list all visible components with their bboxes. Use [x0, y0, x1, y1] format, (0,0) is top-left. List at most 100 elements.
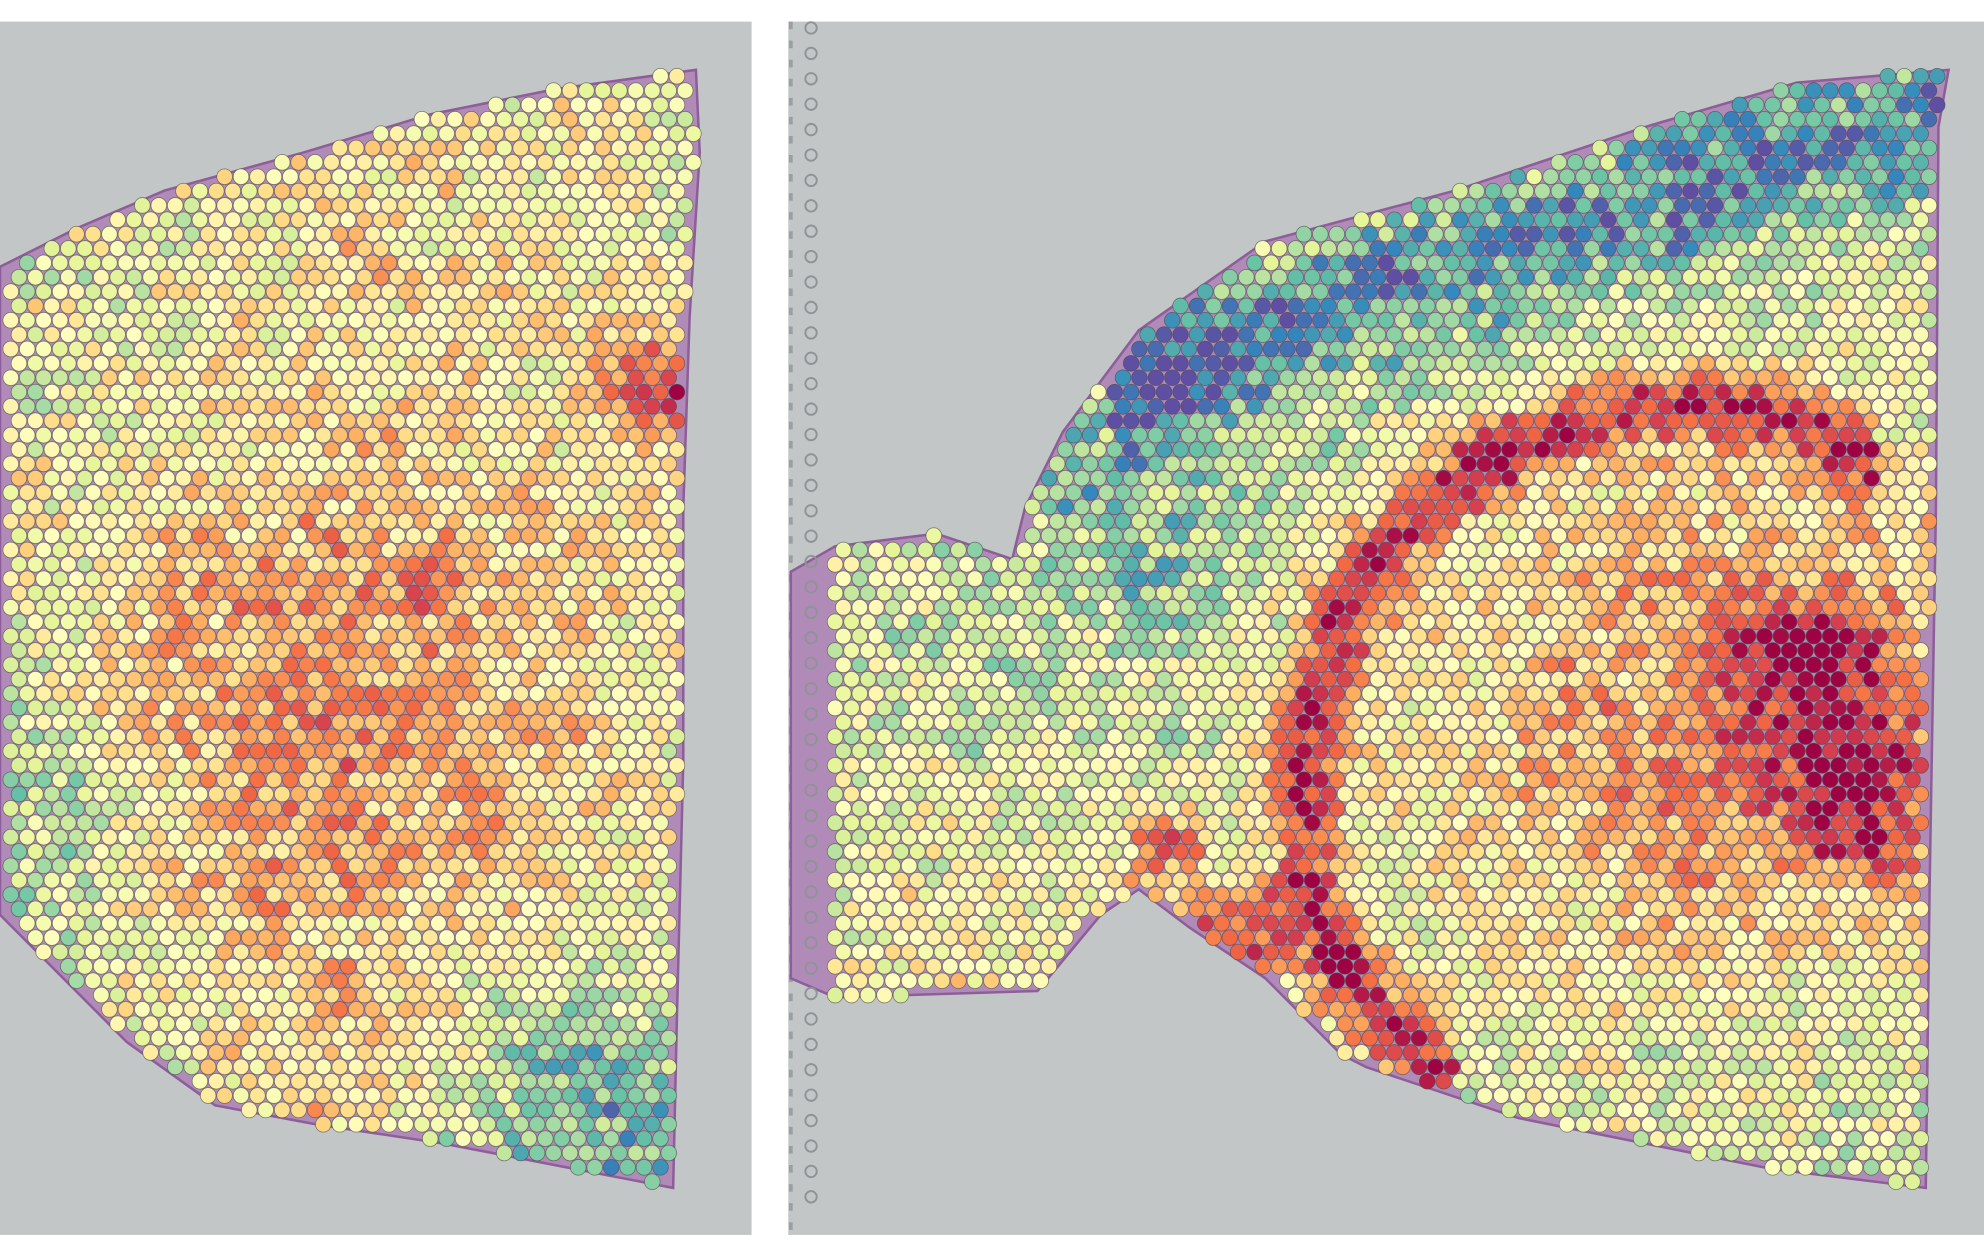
spot [1287, 441, 1304, 458]
spot [10, 843, 28, 860]
spot [1073, 642, 1091, 659]
spot [1032, 714, 1049, 731]
spot [1164, 714, 1181, 731]
spot [1427, 369, 1444, 386]
spot [1476, 426, 1494, 444]
spot [586, 1130, 603, 1147]
spot [660, 915, 677, 932]
spot [1887, 455, 1905, 473]
spot [1632, 670, 1650, 688]
spot [1188, 613, 1206, 631]
spot [594, 225, 612, 243]
spot [1229, 455, 1247, 473]
spot [586, 1159, 603, 1176]
spot [512, 570, 529, 587]
spot [1419, 297, 1436, 315]
spot [1830, 498, 1847, 516]
spot [586, 613, 603, 631]
spot [1435, 326, 1452, 343]
spot [323, 412, 340, 430]
spot [1731, 613, 1749, 631]
spot [364, 828, 381, 846]
spot [1172, 412, 1189, 430]
spot [1575, 484, 1592, 501]
spot [315, 1116, 332, 1133]
spot [545, 972, 562, 989]
spot [405, 670, 422, 688]
spot [216, 742, 233, 760]
spot [1665, 670, 1683, 688]
spot [1312, 398, 1329, 415]
spot [109, 728, 126, 745]
spot [290, 441, 307, 458]
spot [520, 1130, 538, 1147]
spot [372, 498, 390, 516]
spot [561, 254, 579, 272]
spot [109, 556, 126, 573]
spot [528, 714, 546, 731]
spot [1896, 326, 1913, 343]
spot [537, 1044, 554, 1061]
spot [51, 369, 69, 386]
spot [835, 714, 852, 731]
spot [561, 369, 579, 386]
spot [167, 225, 184, 243]
spot [249, 455, 266, 473]
spot [1797, 613, 1814, 631]
spot [512, 340, 529, 358]
spot [446, 656, 464, 674]
spot [290, 383, 307, 401]
spot [10, 785, 28, 803]
spot [208, 757, 225, 774]
spot [1641, 254, 1658, 272]
spot [1649, 326, 1666, 343]
spot [1484, 527, 1502, 544]
spot [1887, 139, 1905, 157]
spot [241, 469, 258, 487]
spot [199, 254, 217, 272]
spot [660, 340, 677, 358]
spot [1451, 326, 1469, 343]
spot [191, 1072, 209, 1090]
spot [1509, 225, 1526, 243]
spot [1879, 412, 1897, 430]
spot [1221, 556, 1239, 573]
spot [356, 785, 373, 803]
spot [660, 283, 677, 300]
spot [1822, 398, 1839, 415]
spot [1863, 613, 1880, 631]
spot [1180, 312, 1197, 329]
spot [966, 685, 984, 702]
spot [1336, 441, 1354, 458]
spot [1599, 211, 1617, 229]
spot [487, 814, 505, 832]
spot [1361, 455, 1378, 473]
spot [1188, 527, 1206, 544]
spot [504, 843, 521, 860]
spot [372, 986, 390, 1004]
spot [1213, 369, 1230, 386]
spot [1262, 656, 1280, 674]
spot [413, 599, 431, 616]
spot [347, 828, 365, 846]
spot [1599, 527, 1617, 544]
spot [619, 613, 636, 631]
spot [1073, 670, 1091, 688]
spot [76, 728, 93, 745]
spot [1229, 541, 1247, 559]
spot [602, 556, 620, 573]
spot [1196, 455, 1214, 473]
spot [347, 340, 365, 358]
spot [1575, 254, 1592, 272]
spot [1797, 211, 1814, 229]
spot [1731, 498, 1749, 516]
spot [1879, 383, 1897, 401]
spot [1649, 412, 1666, 430]
spot [463, 139, 480, 157]
spot [1525, 197, 1543, 214]
spot [1048, 627, 1066, 645]
spot [331, 369, 348, 386]
spot [1789, 513, 1806, 530]
spot [175, 355, 192, 372]
spot [380, 828, 398, 846]
